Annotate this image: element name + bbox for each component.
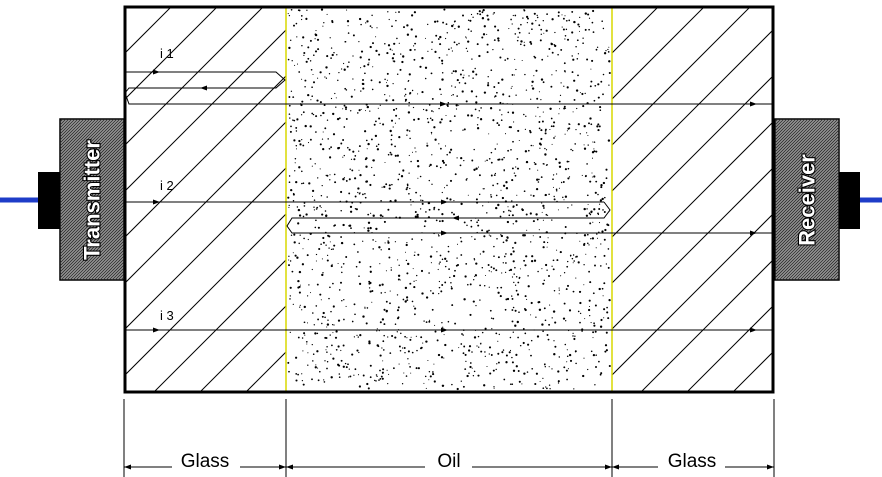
receiver-connector xyxy=(839,172,860,229)
transmitter-block xyxy=(0,119,444,280)
ray-3-label: i 3 xyxy=(160,308,174,323)
receiver-label: Receiver xyxy=(795,154,820,246)
dimension-label-glass-left: Glass xyxy=(181,451,230,472)
ray-2-label: i 2 xyxy=(160,178,174,193)
oil-region xyxy=(287,8,611,390)
transmitter-label: Transmitter xyxy=(80,140,105,260)
ray-2-path xyxy=(125,202,773,233)
dimension-label-glass-right: Glass xyxy=(668,451,717,472)
ray-1-path xyxy=(125,72,773,104)
cell-outline xyxy=(125,7,773,392)
glass-left-region xyxy=(0,7,882,392)
dimension-label-oil: Oil xyxy=(437,451,460,472)
transmitter-connector xyxy=(38,172,60,229)
ray-1-label: i 1 xyxy=(160,46,174,61)
